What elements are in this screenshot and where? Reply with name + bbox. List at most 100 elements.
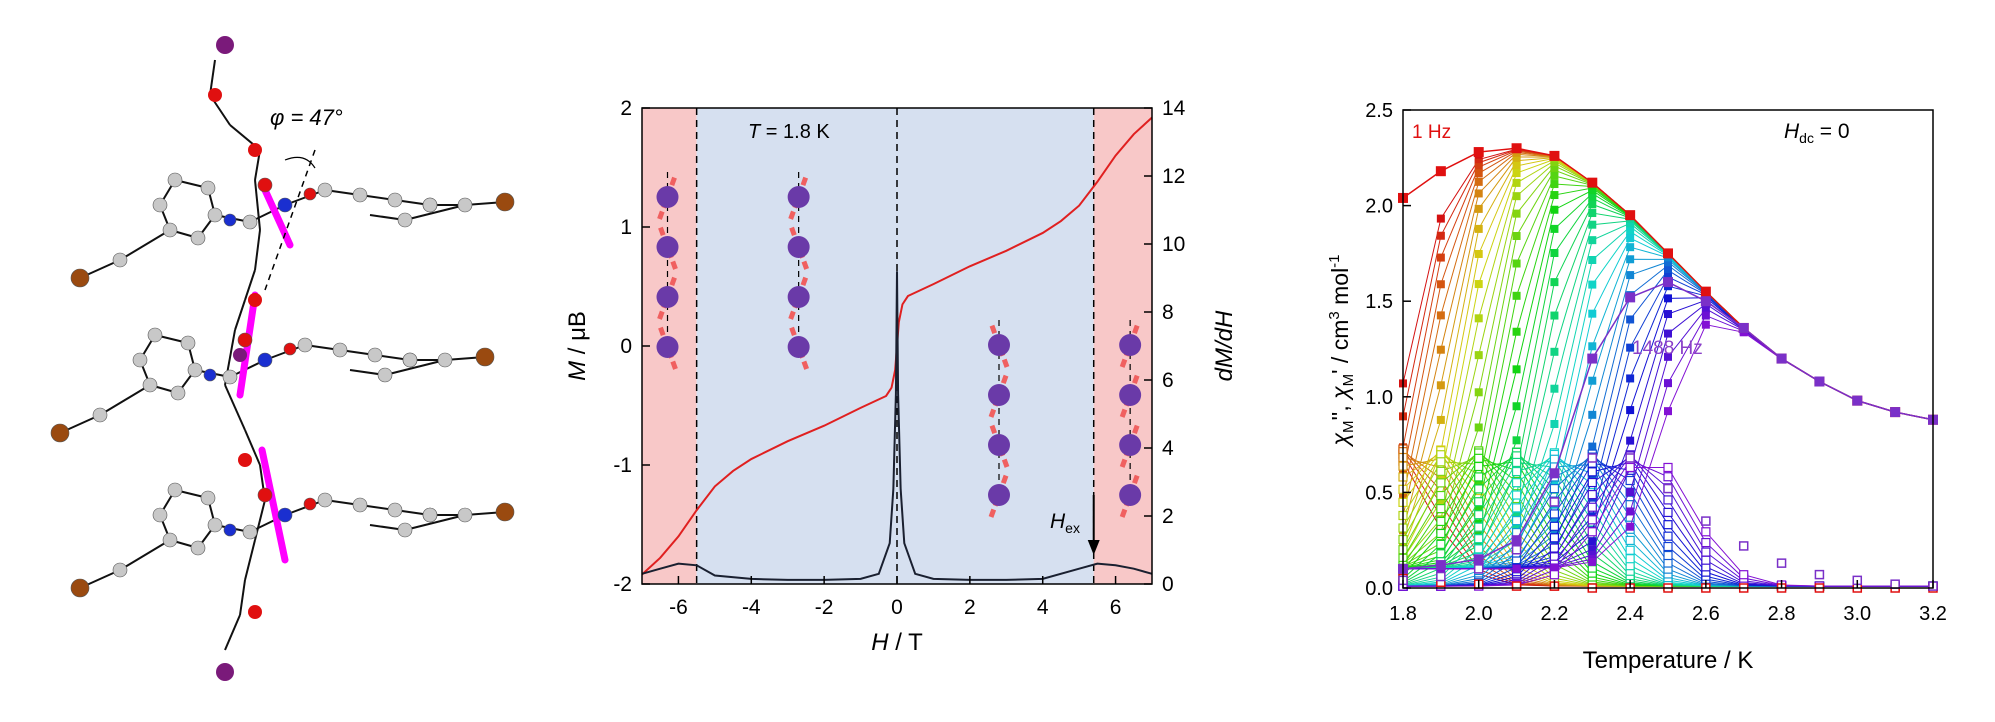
chi-double-prime-point <box>1587 467 1597 477</box>
chi-prime-point <box>1512 192 1521 201</box>
ac-susceptibility-chart: 1.8 2.0 2.2 2.4 2.6 2.8 3.0 3.2 0.0 0.5 1.0 1.5 2.0 2… <box>1326 100 1947 674</box>
chi-prime-point <box>1550 419 1559 428</box>
y2-tick-label: 4 <box>1162 437 1174 460</box>
spin-arrow <box>657 174 678 220</box>
y-tick-label: 1.0 <box>1365 387 1393 409</box>
highlight-chi-prime-point <box>1700 286 1711 297</box>
carbon-atom <box>132 352 148 368</box>
axis-ticks: 1.8 2.0 2.2 2.4 2.6 2.8 3.0 3.2 0.0 0.5 1.0 1.5 2.0 2… <box>1365 100 1947 625</box>
y-tick-label: 0.0 <box>1365 578 1393 600</box>
carbon-atom <box>92 407 108 423</box>
chi-prime-point <box>1550 563 1559 572</box>
spin-ball <box>988 384 1010 406</box>
carbon-atom <box>387 192 403 208</box>
oxygen-atom <box>257 177 273 193</box>
carbon-atom <box>422 507 438 523</box>
terminal-dy-atom <box>216 36 234 54</box>
chi-double-prime-point <box>1549 454 1560 464</box>
carbon-atom <box>152 507 168 523</box>
chi-prime-point <box>1588 280 1597 289</box>
chi-prime-point <box>1588 550 1597 559</box>
chi-double-prime-point <box>1587 527 1597 537</box>
highlight-chi-prime-point <box>1587 177 1598 188</box>
chi-prime-point <box>1436 214 1445 223</box>
highlight-chi-prime-point <box>1549 150 1560 161</box>
x-tick-label: 3.2 <box>1919 603 1947 625</box>
carbon-atom <box>147 327 163 343</box>
chi-prime-point <box>1626 488 1635 497</box>
highlight-chi-prime-point <box>1511 535 1522 546</box>
y2-axis-title: dM/dH <box>1211 310 1238 381</box>
y-tick-label: 1.5 <box>1365 291 1393 313</box>
chi-prime-point <box>1474 169 1483 178</box>
bond <box>239 579 246 616</box>
y-axis-title: M / μB <box>564 311 591 381</box>
nitrogen-atom <box>203 368 217 382</box>
x-tick-label: 2.2 <box>1541 603 1569 625</box>
chi-prime-point <box>1588 209 1597 218</box>
chi-prime-point <box>1588 220 1597 229</box>
chi-prime-point <box>1474 351 1483 360</box>
carbon-atom <box>457 197 473 213</box>
chi-prime-point <box>1588 545 1597 554</box>
chi-prime-point <box>1626 374 1635 383</box>
chi-double-prime-point <box>1511 478 1522 488</box>
highlight-chi-double-prime-point <box>1511 581 1522 591</box>
y-tick-label: 1 <box>620 216 632 239</box>
nitrogen-atom <box>257 352 273 368</box>
chi-prime-point <box>1588 236 1597 245</box>
chi-double-prime-point <box>1587 502 1597 512</box>
carbon-atom <box>332 342 348 358</box>
bond <box>254 179 261 231</box>
highlight-chi-prime-point <box>1663 277 1673 288</box>
chi-prime-point <box>1436 381 1445 390</box>
bond <box>209 59 216 96</box>
chi-double-prime-point <box>1739 570 1749 580</box>
chi-double-prime-point <box>1474 510 1484 520</box>
chi-double-prime-point <box>1663 507 1673 518</box>
chi-double-prime-point <box>1625 475 1635 486</box>
highlight-chi-prime-point <box>1587 353 1598 364</box>
carbon-atom <box>297 337 313 353</box>
x-tick-label: -4 <box>742 596 761 619</box>
carbon-atom <box>317 182 333 198</box>
carbon-atom <box>352 497 368 513</box>
carbon-atom <box>152 197 168 213</box>
spin-arrow <box>788 324 809 370</box>
chi-double-prime-point <box>1474 544 1484 554</box>
highlight-chi-prime-point <box>1814 376 1825 387</box>
carbon-atom <box>402 352 418 368</box>
chi-prime-point <box>1701 304 1710 313</box>
chi-double-prime-point <box>1549 483 1560 494</box>
chi-double-prime-point <box>1511 457 1522 468</box>
chi-double-prime-point <box>1474 497 1484 507</box>
chi-double-prime-point <box>1701 555 1711 565</box>
highlight-chi-double-prime-point <box>1473 564 1484 574</box>
chi-double-prime-point <box>1511 490 1522 500</box>
chi-prime-point <box>1512 291 1521 300</box>
carbon-atom <box>112 252 128 268</box>
carbon-atom <box>437 352 453 368</box>
carbon-atom <box>242 524 258 540</box>
carbon-atom <box>352 187 368 203</box>
chi-double-prime-point <box>1663 531 1673 541</box>
y2-tick-label: 12 <box>1162 165 1185 188</box>
carbon-atom <box>457 507 473 523</box>
carbon-atom <box>112 562 128 578</box>
spin-arrow <box>988 372 1010 418</box>
y2-tick-label: 0 <box>1162 573 1174 596</box>
chi-prime-point <box>1550 249 1559 258</box>
chi-double-prime-point <box>1474 461 1484 472</box>
x-tick-label: 2.0 <box>1465 603 1493 625</box>
bromine-atom <box>495 502 515 522</box>
chi-prime-point <box>1512 209 1521 218</box>
chi-double-prime-point <box>1436 528 1446 539</box>
spin-arrow <box>657 274 678 320</box>
chi-prime-point <box>1588 194 1597 203</box>
chi-prime-point <box>1588 189 1597 198</box>
chi-double-prime-point <box>1663 462 1673 473</box>
highlight-chi-prime-point <box>1852 395 1863 406</box>
spin-arrow <box>788 224 809 270</box>
carbon-atom <box>190 540 206 556</box>
